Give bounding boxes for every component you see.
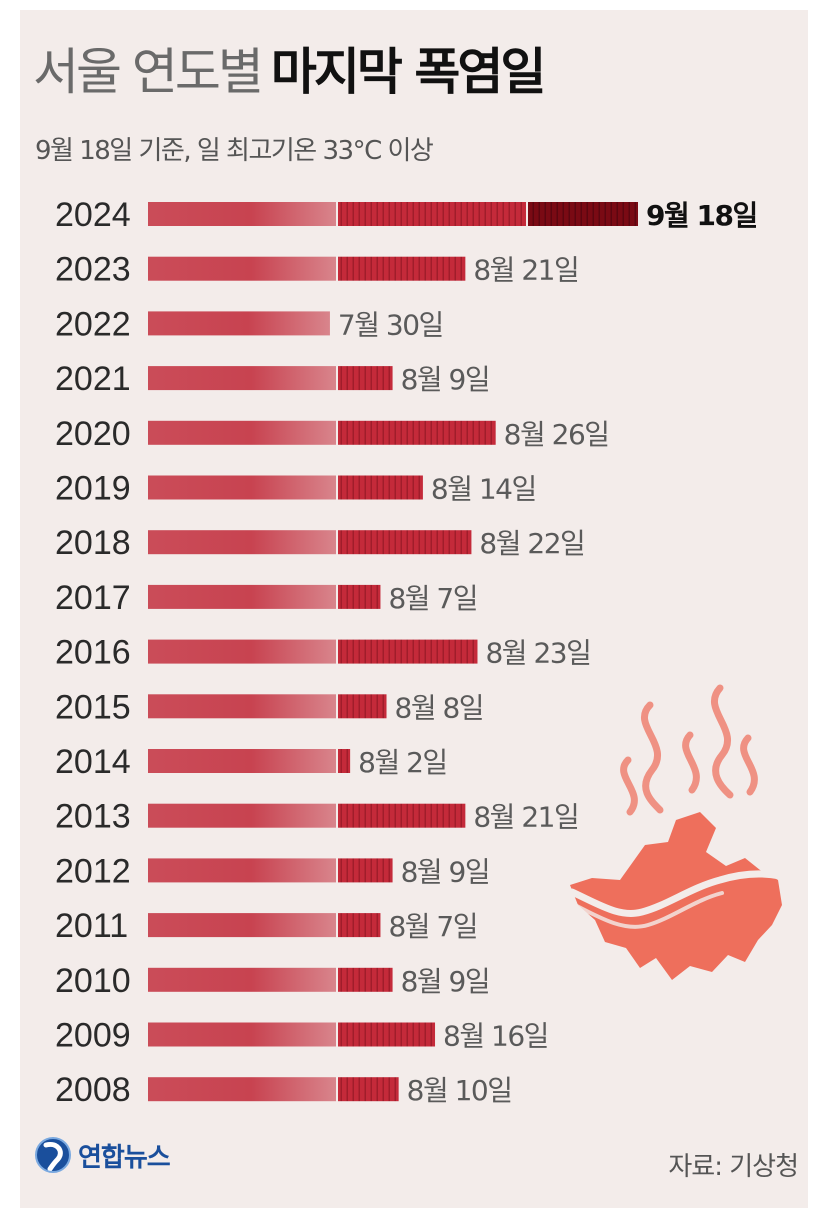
- bar-august-2017: [338, 584, 381, 609]
- bar-august-2019: [338, 475, 423, 500]
- bar-august-2008: [338, 1077, 399, 1102]
- bar-july-2023: [148, 256, 336, 281]
- bar-august-2016: [338, 639, 478, 664]
- bar-july-2022: [148, 311, 330, 336]
- value-label-2010: 8월 9일: [401, 965, 490, 998]
- year-label-2020: 2020: [55, 415, 131, 453]
- bar-september-2024: [528, 202, 638, 226]
- year-label-2023: 2023: [55, 251, 131, 289]
- bar-august-2012: [338, 858, 393, 883]
- year-label-2017: 2017: [55, 579, 131, 617]
- year-label-2019: 2019: [55, 470, 131, 508]
- bar-july-2013: [148, 803, 336, 828]
- value-label-2020: 8월 26일: [504, 418, 609, 451]
- year-label-2011: 2011: [55, 907, 128, 945]
- bar-july-2011: [148, 913, 336, 938]
- yonhap-logo: 연합뉴스: [34, 1136, 171, 1174]
- bar-july-2024: [148, 202, 336, 226]
- value-label-2024: 9월 18일: [646, 199, 757, 232]
- year-label-2009: 2009: [55, 1017, 131, 1055]
- value-label-2019: 8월 14일: [431, 473, 536, 506]
- seoul-map-icon: [568, 812, 784, 980]
- value-label-2018: 8월 22일: [479, 527, 584, 560]
- year-label-2016: 2016: [55, 634, 131, 672]
- bar-august-2021: [338, 366, 393, 391]
- bar-august-2014: [338, 749, 351, 773]
- title-bold: 마지막 폭염일: [270, 43, 546, 101]
- bar-july-2019: [148, 475, 336, 500]
- bar-july-2017: [148, 584, 336, 609]
- value-label-2022: 7월 30일: [338, 308, 443, 341]
- bar-july-2021: [148, 366, 336, 391]
- value-label-2014: 8월 2일: [358, 746, 447, 779]
- bar-august-2010: [338, 967, 393, 992]
- bar-july-2008: [148, 1077, 336, 1102]
- bar-august-2009: [338, 1022, 436, 1047]
- bar-july-2020: [148, 420, 336, 445]
- bar-july-2018: [148, 530, 336, 555]
- value-label-2021: 8월 9일: [401, 363, 490, 396]
- value-label-2013: 8월 21일: [473, 801, 578, 834]
- year-label-2014: 2014: [55, 743, 131, 781]
- value-label-2015: 8월 8일: [395, 691, 484, 724]
- bar-august-2023: [338, 256, 466, 281]
- bar-july-2012: [148, 858, 336, 883]
- bar-july-2016: [148, 639, 336, 664]
- year-label-2015: 2015: [55, 688, 131, 726]
- bar-august-2018: [338, 530, 472, 555]
- yonhap-logo-icon: [35, 1137, 71, 1173]
- value-label-2009: 8월 16일: [443, 1020, 548, 1053]
- title-light: 서울 연도별: [33, 43, 264, 101]
- value-label-2016: 8월 23일: [485, 637, 590, 670]
- year-label-2013: 2013: [55, 798, 131, 836]
- bar-august-2024: [338, 202, 526, 226]
- bar-august-2015: [338, 694, 387, 719]
- subtitle: 9월 18일 기준, 일 최고기온 33°C 이상: [35, 136, 434, 166]
- page-title: 서울 연도별 마지막 폭염일: [33, 32, 546, 104]
- year-label-2012: 2012: [55, 852, 131, 890]
- value-label-2017: 8월 7일: [388, 582, 477, 615]
- value-label-2008: 8월 10일: [407, 1074, 512, 1107]
- year-label-2022: 2022: [55, 305, 131, 343]
- bar-august-2020: [338, 420, 496, 445]
- bar-august-2011: [338, 913, 381, 938]
- bar-august-2013: [338, 803, 466, 828]
- bar-july-2014: [148, 749, 336, 773]
- year-label-2024: 2024: [55, 196, 131, 234]
- heat-steam-icon: [620, 684, 758, 816]
- value-label-2011: 8월 7일: [388, 910, 477, 943]
- value-label-2023: 8월 21일: [473, 254, 578, 287]
- year-label-2008: 2008: [55, 1071, 131, 1109]
- year-label-2010: 2010: [55, 962, 131, 1000]
- bar-july-2009: [148, 1022, 336, 1047]
- bar-july-2010: [148, 967, 336, 992]
- source-label: 자료: 기상청: [668, 1152, 799, 1182]
- value-label-2012: 8월 9일: [401, 855, 490, 888]
- bar-july-2015: [148, 694, 336, 719]
- year-label-2021: 2021: [55, 360, 131, 398]
- year-label-2018: 2018: [55, 524, 131, 562]
- logo-text: 연합뉴스: [78, 1142, 171, 1173]
